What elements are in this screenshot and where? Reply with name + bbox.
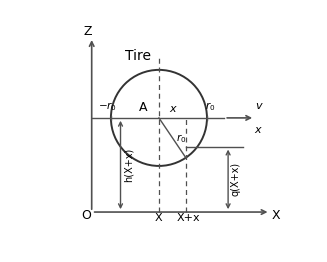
Text: q(X+x): q(X+x) [231,162,241,196]
Text: X: X [271,209,280,222]
Text: X+x: X+x [177,212,200,223]
Text: v: v [255,101,262,111]
Text: X: X [155,212,163,223]
Text: x: x [255,125,261,135]
Text: O: O [81,209,91,222]
Text: Tire: Tire [125,50,151,63]
Text: x: x [169,104,176,114]
Text: Z: Z [84,25,92,38]
Text: h(X+x): h(X+x) [123,148,133,182]
Text: $-r_0$: $-r_0$ [98,100,118,113]
Text: $r_0$: $r_0$ [205,100,215,113]
Text: A: A [139,101,148,114]
Text: $r_0$: $r_0$ [176,133,187,145]
